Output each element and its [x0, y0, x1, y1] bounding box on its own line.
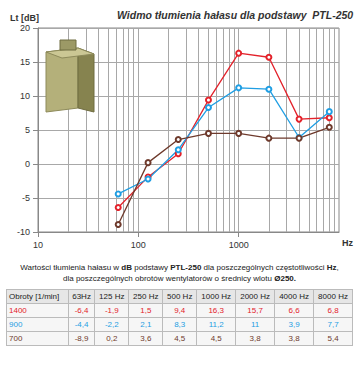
- html-text:3,8: 3,8: [249, 334, 261, 343]
- html-text:900: 900: [9, 320, 23, 329]
- html-text:4000 Hz: 4000 Hz: [279, 292, 309, 301]
- html-text:1400: 1400: [9, 306, 27, 315]
- html-text:6,6: 6,6: [288, 306, 300, 315]
- html-text:3,6: 3,6: [140, 334, 152, 343]
- svg-text:-5: -5: [22, 193, 30, 203]
- html-text:2,1: 2,1: [140, 320, 152, 329]
- html-text:16,3: 16,3: [208, 306, 224, 315]
- html-text:Wartości tłumienia hałasu w dB: Wartości tłumienia hałasu w dB podstawy …: [20, 263, 339, 272]
- html-text:2000 Hz: 2000 Hz: [240, 292, 270, 301]
- html-text:9,4: 9,4: [174, 306, 186, 315]
- html-text:7,7: 7,7: [327, 320, 339, 329]
- html-text:700: 700: [9, 334, 23, 343]
- html-text:11: 11: [251, 320, 260, 329]
- svg-text:10: 10: [20, 91, 30, 101]
- html-text:dla poszczególnych obrotów wen: dla poszczególnych obrotów wentylatorów …: [63, 274, 296, 283]
- svg-text:Lt [dB]: Lt [dB]: [10, 13, 39, 23]
- html-text:3,8: 3,8: [288, 334, 300, 343]
- html-text:4,5: 4,5: [174, 334, 186, 343]
- html-text:15,7: 15,7: [247, 306, 263, 315]
- html-text:63Hz: 63Hz: [72, 292, 91, 301]
- html-text:250 Hz: 250 Hz: [133, 292, 159, 301]
- html-text:-6,4: -6,4: [74, 306, 89, 315]
- html-text:Obroty [1/min]: Obroty [1/min]: [9, 292, 60, 301]
- html-text:-4,4: -4,4: [74, 320, 89, 329]
- html-text:125 Hz: 125 Hz: [99, 292, 125, 301]
- svg-text:5: 5: [25, 125, 30, 135]
- html-text:8000 Hz: 8000 Hz: [318, 292, 348, 301]
- html-text:500 Hz: 500 Hz: [167, 292, 193, 301]
- html-text:5,4: 5,4: [327, 334, 339, 343]
- html-text:6,8: 6,8: [327, 306, 339, 315]
- svg-text:-10: -10: [17, 227, 30, 237]
- svg-text:15: 15: [20, 57, 30, 67]
- html-text:1000 Hz: 1000 Hz: [201, 292, 232, 301]
- svg-text:10: 10: [33, 240, 43, 250]
- svg-text:Hz: Hz: [342, 238, 353, 248]
- svg-text:0: 0: [25, 159, 30, 169]
- html-text:-2,2: -2,2: [104, 320, 119, 329]
- html-text:1,5: 1,5: [140, 306, 152, 315]
- html-text:3,9: 3,9: [288, 320, 300, 329]
- html-text:-1,9: -1,9: [104, 306, 119, 315]
- svg-text:100: 100: [131, 240, 146, 250]
- html-text:4,5: 4,5: [210, 334, 222, 343]
- svg-text:20: 20: [20, 23, 30, 33]
- html-text:8,3: 8,3: [174, 320, 186, 329]
- svg-text:1000: 1000: [229, 240, 249, 250]
- html-text:11,2: 11,2: [208, 320, 224, 329]
- svg-text:Widmo tłumienia hałasu dla pod: Widmo tłumienia hałasu dla podstawy PTL-…: [117, 9, 353, 21]
- html-text:0,2: 0,2: [106, 334, 118, 343]
- html-text:-8,9: -8,9: [74, 334, 89, 343]
